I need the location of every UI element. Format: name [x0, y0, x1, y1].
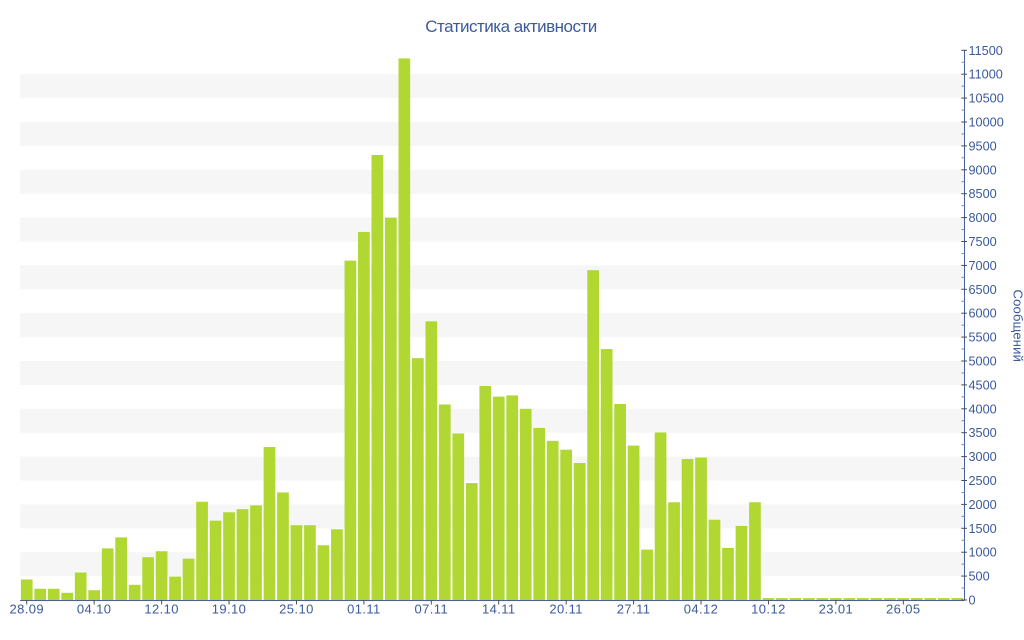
svg-text:7500: 7500 — [969, 235, 997, 249]
svg-text:4000: 4000 — [969, 402, 997, 416]
svg-text:2000: 2000 — [969, 498, 997, 512]
svg-text:8500: 8500 — [969, 187, 997, 201]
svg-text:500: 500 — [969, 570, 990, 584]
svg-text:10500: 10500 — [969, 92, 1004, 106]
svg-text:5000: 5000 — [969, 355, 997, 369]
svg-text:10000: 10000 — [969, 116, 1004, 130]
svg-text:19.10: 19.10 — [212, 602, 247, 617]
svg-text:9000: 9000 — [969, 163, 997, 177]
svg-text:01.11: 01.11 — [347, 602, 381, 617]
svg-text:1500: 1500 — [969, 522, 997, 536]
svg-text:Статистика активности: Статистика активности — [425, 17, 597, 36]
svg-text:12.10: 12.10 — [144, 602, 179, 617]
svg-text:2500: 2500 — [969, 474, 997, 488]
svg-text:20.11: 20.11 — [549, 602, 583, 617]
svg-text:04.10: 04.10 — [77, 602, 112, 617]
svg-text:23.01: 23.01 — [819, 602, 854, 617]
svg-text:Сообщений: Сообщений — [1011, 290, 1024, 363]
svg-text:26.05: 26.05 — [886, 602, 921, 617]
svg-text:8000: 8000 — [969, 211, 997, 225]
svg-text:28.09: 28.09 — [9, 602, 44, 617]
svg-text:3500: 3500 — [969, 426, 997, 440]
svg-text:6000: 6000 — [969, 307, 997, 321]
svg-text:9500: 9500 — [969, 139, 997, 153]
svg-text:07.11: 07.11 — [415, 602, 449, 617]
svg-text:1000: 1000 — [969, 546, 997, 560]
svg-text:5500: 5500 — [969, 331, 997, 345]
svg-text:10.12: 10.12 — [751, 602, 786, 617]
svg-text:11500: 11500 — [969, 44, 1003, 58]
svg-text:14.11: 14.11 — [482, 602, 516, 617]
svg-text:27.11: 27.11 — [617, 602, 651, 617]
svg-text:4500: 4500 — [969, 378, 997, 392]
svg-text:04.12: 04.12 — [684, 602, 719, 617]
svg-text:11000: 11000 — [969, 68, 1003, 82]
svg-text:0: 0 — [969, 594, 976, 608]
svg-text:6500: 6500 — [969, 283, 997, 297]
svg-text:7000: 7000 — [969, 259, 997, 273]
svg-text:25.10: 25.10 — [279, 602, 314, 617]
svg-text:3000: 3000 — [969, 450, 997, 464]
